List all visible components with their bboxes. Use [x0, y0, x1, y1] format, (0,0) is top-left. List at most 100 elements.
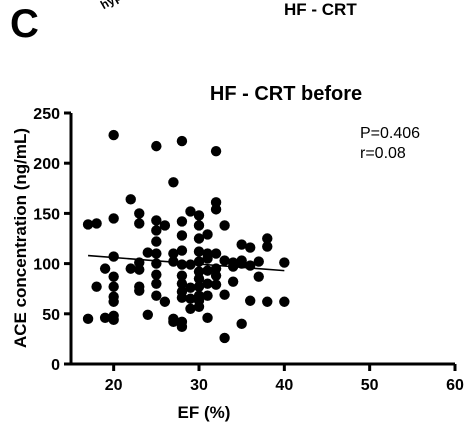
y-axis-label: ACE concentration (ng/mL) [11, 128, 30, 348]
data-point [245, 242, 256, 253]
data-point [168, 316, 179, 328]
data-point [125, 194, 136, 205]
data-point [210, 145, 222, 157]
p-value-annotation: P=0.406 [360, 125, 420, 142]
data-point [159, 296, 171, 307]
panel-letter: C [10, 2, 39, 46]
x-tick-label: 50 [361, 377, 379, 394]
data-point [125, 263, 136, 274]
data-point [279, 257, 290, 268]
axes: 0 50 100 150 200 250 20 30 40 50 60 [33, 106, 464, 394]
data-point [185, 303, 196, 314]
data-point [134, 218, 145, 229]
data-point [176, 292, 188, 303]
data-point [108, 251, 119, 262]
data-point [168, 177, 179, 188]
data-point [262, 233, 273, 244]
data-point [134, 264, 145, 275]
x-axis-label: EF (%) [178, 403, 231, 422]
data-point [176, 135, 188, 147]
data-point [99, 263, 111, 274]
data-point [202, 265, 213, 276]
data-point [151, 225, 162, 236]
data-point [151, 236, 162, 247]
data-point [279, 296, 290, 307]
data-point [193, 210, 205, 221]
data-point [108, 281, 119, 292]
trend-line-group [88, 254, 285, 272]
x-tick-label: 60 [446, 377, 464, 394]
data-point [193, 233, 205, 244]
data-point [168, 248, 179, 259]
data-point [108, 296, 119, 307]
chart-title: HF - CRT before [210, 83, 362, 105]
x-tick-label: 20 [105, 377, 123, 394]
data-point [210, 270, 222, 281]
data-point [151, 290, 162, 301]
data-point [193, 246, 205, 257]
data-point [108, 314, 119, 326]
data-point [176, 245, 188, 256]
data-point [82, 313, 94, 325]
y-tick-label: 200 [33, 156, 60, 173]
data-point [193, 301, 205, 312]
data-point [262, 241, 273, 252]
data-point [210, 248, 222, 259]
y-tick-label: 50 [42, 307, 60, 324]
data-point [202, 229, 213, 240]
data-point [151, 140, 162, 152]
data-point [142, 309, 153, 321]
data-point [236, 255, 247, 266]
cropped-heading-right: HF - CRT [284, 0, 357, 19]
data-point [82, 219, 94, 230]
x-tick-label: 40 [275, 377, 293, 394]
data-point [142, 247, 153, 258]
data-point [210, 204, 222, 215]
trend-line [88, 254, 285, 272]
data-point [134, 285, 145, 296]
data-point [219, 255, 230, 266]
data-point [219, 332, 230, 344]
data-point [185, 282, 196, 293]
data-point [91, 218, 102, 229]
data-point [185, 206, 196, 217]
data-point [210, 279, 222, 290]
data-point [193, 220, 205, 231]
data-point [193, 281, 205, 292]
data-point [159, 220, 171, 231]
data-point [176, 278, 188, 289]
data-point [253, 271, 264, 282]
data-point [176, 216, 188, 227]
data-point [236, 239, 247, 250]
data-point [202, 278, 213, 289]
data-point [151, 269, 162, 280]
y-tick-label: 150 [33, 206, 60, 223]
data-point [134, 208, 145, 219]
data-point [176, 321, 188, 333]
data-point [227, 276, 239, 287]
data-point [202, 253, 213, 264]
data-point [236, 318, 247, 330]
data-point [185, 259, 196, 270]
data-point [219, 289, 230, 300]
data-point [99, 312, 111, 324]
data-point [108, 129, 119, 141]
data-point [108, 213, 119, 224]
x-tick-label: 30 [190, 377, 208, 394]
data-point [262, 296, 273, 307]
y-tick-label: 0 [51, 357, 60, 374]
data-point [91, 281, 102, 292]
data-point [151, 248, 162, 259]
data-points [82, 129, 290, 344]
y-tick-label: 250 [33, 106, 60, 123]
data-point [245, 295, 256, 306]
data-point [193, 273, 205, 284]
data-point [219, 220, 230, 231]
data-point [185, 293, 196, 304]
data-point [176, 270, 188, 281]
data-point [202, 312, 213, 324]
data-point [253, 256, 264, 267]
r-value-annotation: r=0.08 [360, 145, 406, 162]
